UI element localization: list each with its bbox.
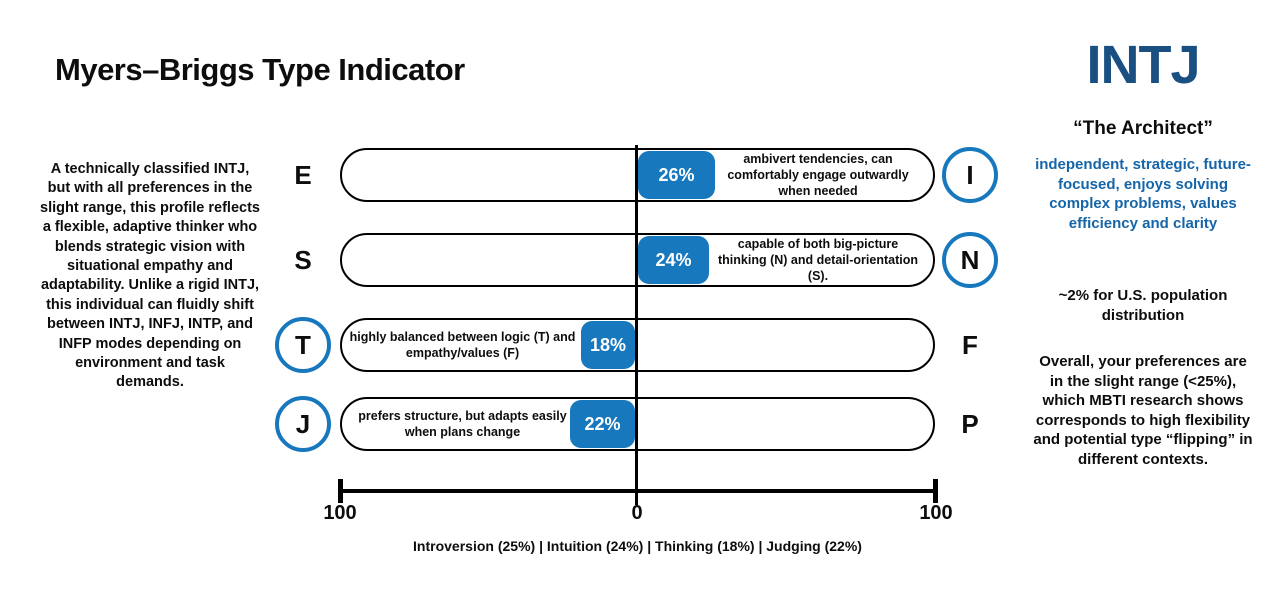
preference-summary: Overall, your preferences are in the sli… [1033,353,1253,468]
bar-value-label: 26% [658,164,695,185]
axis-caption: Introversion (25%) | Intuition (24%) | T… [413,538,862,554]
axis-label-zero: 0 [631,502,643,524]
axis-tick-left [338,479,343,503]
pole-letter-f: F [962,329,978,360]
type-code: INTJ [1086,35,1200,95]
bar-fill-s-n: 24% [638,236,709,284]
axis-tick-right [933,479,938,503]
pole-letter-j: J [275,396,331,452]
bar-value-label: 24% [655,249,692,270]
pole-letter-t: T [275,317,331,373]
pole-letter-p: P [961,408,979,439]
bar-fill-j-p: 22% [570,400,635,448]
x-axis-line [340,489,936,493]
page-title: Myers–Briggs Type Indicator [55,52,465,87]
population-note: ~2% for U.S. population distribution [1058,287,1228,324]
bar-annotation-j-p: prefers structure, but adapts easily whe… [358,409,567,439]
pole-letter-e: E [294,159,312,190]
pole-letter-s: S [294,244,312,275]
center-divider-line [635,145,638,505]
type-traits: independent, strategic, future-focused, … [1035,156,1251,232]
bar-fill-e-i: 26% [638,151,715,199]
bar-fill-t-f: 18% [581,321,635,369]
axis-label-right-100: 100 [919,502,953,524]
bar-annotation-e-i: ambivert tendencies, can comfortably eng… [727,152,909,198]
bar-value-label: 22% [584,413,621,434]
pole-letter-n: N [942,232,998,288]
pole-letter-i: I [942,147,998,203]
type-nickname: “The Architect” [1073,118,1213,139]
bar-annotation-s-n: capable of both big-picture thinking (N)… [718,237,918,283]
bar-annotation-t-f: highly balanced between logic (T) and em… [349,330,576,360]
axis-label-left-100: 100 [323,502,357,524]
bar-value-label: 18% [589,334,627,355]
profile-description: A technically classified INTJ, but with … [40,161,260,391]
